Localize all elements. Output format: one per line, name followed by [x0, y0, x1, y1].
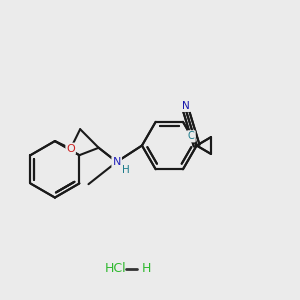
Text: HCl: HCl [105, 262, 127, 275]
Text: H: H [122, 165, 130, 175]
Text: C: C [188, 132, 195, 142]
Text: N: N [182, 101, 190, 111]
Text: N: N [112, 157, 121, 167]
Text: C: C [188, 131, 195, 141]
Text: H: H [122, 165, 130, 175]
Text: N: N [182, 101, 190, 111]
Text: N: N [112, 157, 121, 167]
Text: O: O [66, 143, 75, 154]
Text: H: H [142, 262, 151, 275]
